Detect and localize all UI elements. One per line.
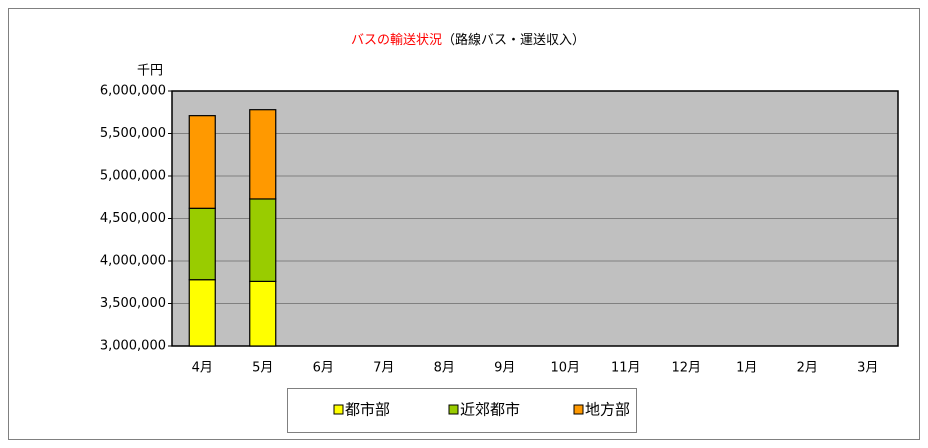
- legend-label: 近郊都市: [460, 401, 520, 419]
- x-tick-label: 3月: [857, 361, 878, 376]
- y-tick-label: 3,000,000: [100, 339, 166, 354]
- x-tick-label: 12月: [671, 361, 701, 376]
- x-tick-label: 10月: [550, 361, 580, 376]
- subtitle: （路線バス・運送収入）: [442, 32, 585, 48]
- bar: [188, 115, 216, 209]
- x-tick-label: 6月: [313, 361, 334, 376]
- legend-swatch: [573, 404, 584, 415]
- x-tick-label: 1月: [736, 361, 757, 376]
- y-tick-label: 5,000,000: [100, 169, 166, 184]
- y-tick-label: 3,500,000: [100, 296, 166, 311]
- y-tick-label: 5,500,000: [100, 126, 166, 141]
- x-tick-label: 9月: [494, 361, 515, 376]
- bar: [249, 109, 277, 200]
- y-axis-label: 千円: [137, 64, 163, 79]
- legend-label: 都市部: [345, 401, 390, 419]
- x-tick-label: 11月: [611, 361, 641, 376]
- x-tick-label: 5月: [252, 361, 273, 376]
- y-tick-label: 4,500,000: [100, 211, 166, 226]
- x-tick-label: 2月: [797, 361, 818, 376]
- bar: [188, 279, 216, 347]
- bar: [249, 280, 277, 347]
- y-tick-label: 4,000,000: [100, 254, 166, 269]
- title: バスの輸送状況: [351, 33, 442, 48]
- bar: [249, 198, 277, 282]
- x-tick-label: 4月: [192, 361, 213, 376]
- legend-swatch: [333, 404, 344, 415]
- plot-border: [171, 90, 899, 347]
- y-tick-label: 6,000,000: [100, 84, 166, 99]
- bar: [188, 207, 216, 281]
- legend-label: 地方部: [585, 401, 630, 419]
- chart-title: バスの輸送状況（路線バス・運送収入）: [351, 32, 585, 48]
- x-tick-label: 7月: [373, 361, 394, 376]
- x-tick-label: 8月: [434, 361, 455, 376]
- legend-swatch: [448, 404, 459, 415]
